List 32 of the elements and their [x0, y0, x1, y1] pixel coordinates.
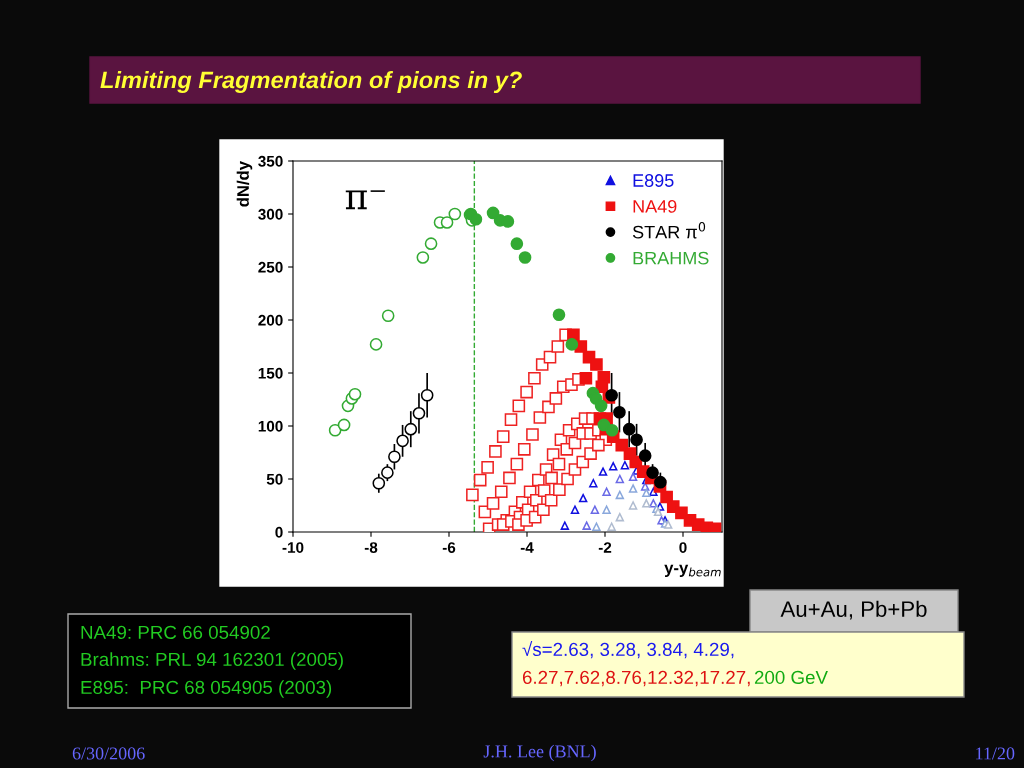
y-axis-title: dN/dy — [236, 161, 253, 207]
x-tick-label: -6 — [442, 542, 456, 553]
x-tick-label: -8 — [364, 542, 378, 553]
text: E895: PRC 68 054905 (2003) — [81, 680, 332, 698]
legend-label: NA49 — [633, 199, 677, 213]
text: √s=2.63, 3.28, 3.84, 4.29, — [522, 641, 734, 659]
x-tick-label: 0 — [679, 542, 687, 553]
text: NA49: PRC 66 054902 — [81, 625, 270, 640]
text: J.H. Lee (BNL) — [483, 744, 596, 762]
y-tick-label: 100 — [258, 420, 283, 432]
text: Au+Au, Pb+Pb — [780, 600, 927, 620]
legend-label: STAR π$^{0}$ — [632, 222, 706, 239]
y-tick-label: 150 — [258, 367, 283, 379]
y-tick-label: 200 — [258, 314, 283, 326]
legend-label: E895 — [633, 174, 674, 187]
text: 6/30/2006 — [72, 747, 145, 760]
text: 200 GeV — [754, 670, 828, 685]
text: 6.27,7.62,8.76,12.32,17.27, — [522, 670, 750, 687]
text: Brahms: PRL 94 162301 (2005) — [81, 652, 343, 670]
y-tick-label: 0 — [275, 526, 283, 538]
annotation: π⁻ — [345, 190, 385, 210]
x-tick-label: -10 — [282, 542, 304, 553]
x-tick-label: -2 — [598, 542, 612, 553]
chart-title: Limiting Fragmentation of pions in y? — [100, 71, 522, 93]
legend-label: BRAHMS — [633, 251, 709, 265]
text: 11/20 — [976, 747, 1015, 760]
y-tick-label: 300 — [258, 208, 283, 220]
y-tick-label: 350 — [258, 155, 283, 167]
y-tick-label: 50 — [266, 473, 283, 485]
y-tick-label: 250 — [258, 261, 283, 273]
x-axis-title: y-y$_{beam}$ — [664, 564, 721, 577]
x-tick-label: -4 — [520, 542, 534, 553]
